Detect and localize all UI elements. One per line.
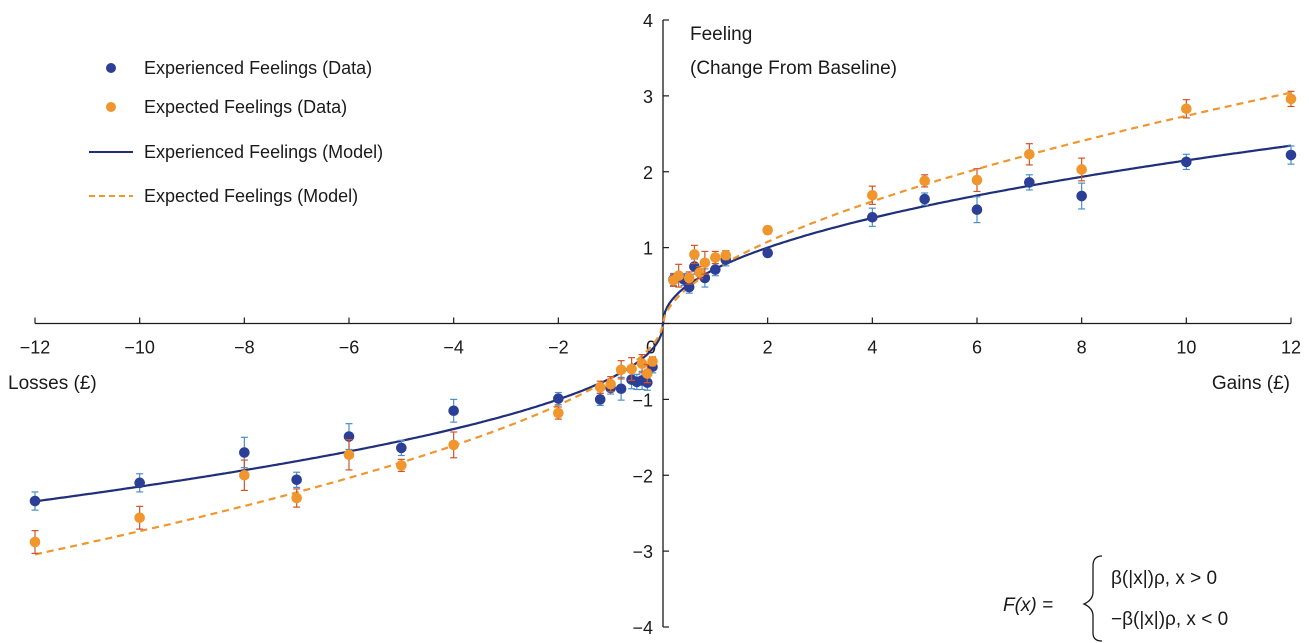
x-label-left: Losses (£) (8, 373, 97, 394)
experienced-data-point (291, 474, 302, 486)
expected-data-point (720, 249, 732, 261)
y-tick-label: 1 (643, 239, 653, 259)
x-ticks: −12 −10 −8 −6 −4 −2 0 2 4 6 8 10 12 (20, 317, 1301, 358)
formula-lhs: F(x) = (1003, 595, 1053, 616)
x-tick-label: 2 (763, 338, 773, 358)
experienced-data-point (1285, 149, 1297, 161)
y-tick-label: 4 (643, 11, 653, 31)
legend: Experienced Feelings (Data) Expected Fee… (89, 58, 383, 206)
x-tick-label: −8 (234, 338, 255, 358)
expected-data-point (1076, 164, 1087, 175)
x-tick-label: −12 (20, 338, 51, 358)
y-tick-label: 3 (643, 87, 653, 107)
experienced-data-point (1076, 190, 1087, 202)
expected-data-point (689, 249, 700, 260)
expected-data-point (919, 175, 930, 187)
experienced-data-point (448, 405, 459, 417)
expected-data-point (605, 378, 616, 390)
experienced-data-point (615, 383, 627, 395)
data-points (29, 90, 1297, 555)
expected-data-point (867, 189, 878, 201)
legend-label-expected-data: Expected Feelings (Data) (144, 97, 347, 117)
expected-data-point (1285, 93, 1297, 105)
expected-data-point (699, 257, 711, 269)
experienced-data-point (553, 393, 564, 404)
x-tick-label: −2 (548, 338, 569, 358)
expected-data-point (29, 536, 41, 548)
experienced-data-point (971, 204, 983, 215)
expected-data-point (448, 439, 459, 451)
experienced-data-point (762, 247, 773, 259)
expected-data-point (636, 358, 648, 370)
y-tick-label: −2 (632, 466, 653, 486)
y-label-line-2: (Change From Baseline) (690, 58, 897, 79)
formula-brace (1082, 555, 1103, 642)
formula-case-negative: −β(|x|)ρ, x < 0 (1111, 609, 1228, 630)
expected-data-point (134, 512, 145, 524)
expected-data-point (626, 363, 637, 375)
expected-data-point (553, 407, 564, 419)
expected-data-point (647, 356, 658, 367)
experienced-data-point (239, 447, 250, 458)
y-tick-label: −1 (632, 390, 653, 410)
experienced-data-point (919, 193, 930, 205)
legend-label-experienced-model: Experienced Feelings (Model) (144, 142, 383, 162)
experienced-data-point (134, 477, 145, 489)
expected-data-point (291, 492, 302, 504)
y-tick-label: 2 (643, 163, 653, 183)
expected-data-point (239, 469, 250, 481)
experienced-data-point (867, 211, 878, 223)
legend-marker-expected-data (106, 102, 116, 112)
experienced-data-point (396, 442, 407, 454)
formula-case-positive: β(|x|)ρ, x > 0 (1111, 568, 1217, 589)
x-tick-label: −10 (124, 338, 155, 358)
expected-data-point (683, 272, 695, 284)
x-tick-label: 8 (1077, 338, 1087, 358)
expected-data-point (396, 460, 407, 471)
legend-marker-experienced-data (106, 63, 116, 73)
x-tick-label: 4 (867, 338, 877, 358)
x-tick-label: 10 (1176, 338, 1196, 358)
expected-data-point (694, 267, 705, 278)
expected-data-point (710, 252, 721, 263)
x-tick-label: 6 (972, 338, 982, 358)
expected-data-point (673, 270, 684, 281)
expected-data-point (615, 364, 627, 376)
expected-data-point (594, 381, 606, 393)
formula-annotation: F(x) = β(|x|)ρ, x > 0 −β(|x|)ρ, x < 0 (1003, 555, 1228, 642)
expected-data-point (1181, 103, 1192, 115)
y-label-line-1: Feeling (690, 24, 752, 45)
expected-data-point (762, 224, 773, 236)
experienced-data-point (1181, 156, 1192, 168)
x-tick-label: −4 (443, 338, 464, 358)
x-tick-label: −6 (339, 338, 360, 358)
y-tick-label: −4 (632, 618, 653, 638)
experienced-data-point (29, 495, 41, 507)
expected-data-point (971, 174, 983, 186)
x-label-right: Gains (£) (1212, 373, 1290, 394)
legend-label-experienced-data: Experienced Feelings (Data) (144, 58, 372, 78)
experienced-data-point (1024, 177, 1035, 188)
y-tick-label: −3 (632, 542, 653, 562)
legend-label-expected-model: Expected Feelings (Model) (144, 186, 358, 206)
y-ticks: −4 −3 −2 −1 1 2 3 4 (632, 11, 669, 638)
x-tick-label: 12 (1281, 338, 1301, 358)
expected-data-point (1024, 148, 1035, 160)
experienced-data-point (594, 394, 606, 405)
experienced-data-point (710, 264, 721, 275)
expected-data-point (642, 368, 653, 379)
expected-data-point (343, 449, 355, 461)
